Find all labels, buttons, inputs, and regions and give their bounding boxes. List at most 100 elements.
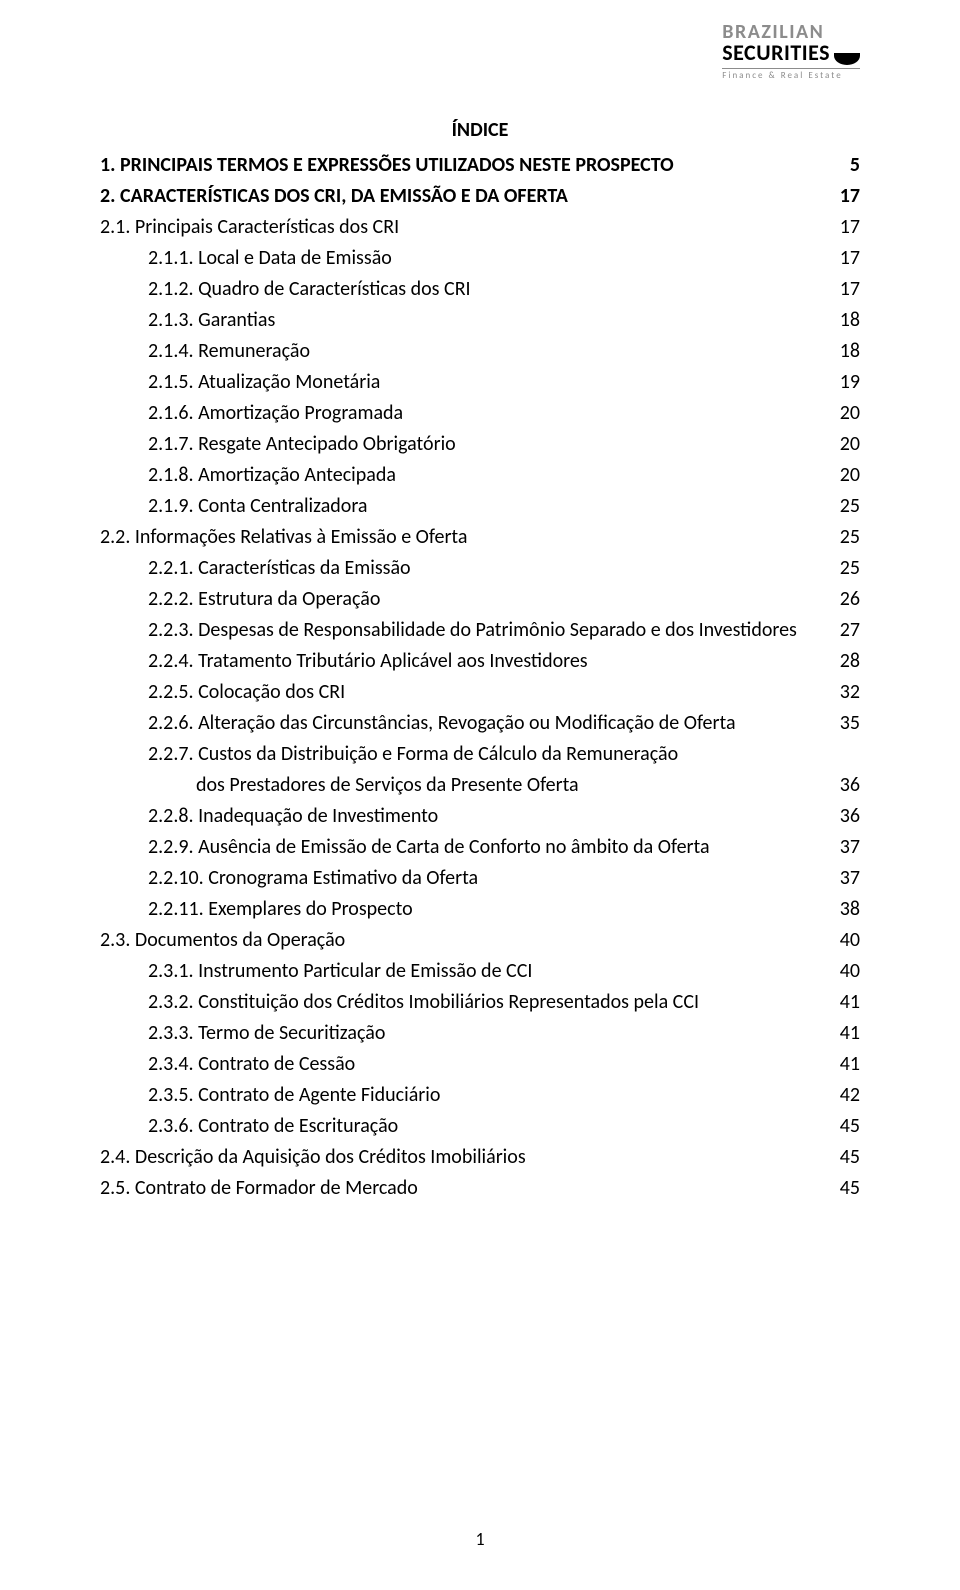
toc-row: 2.1.3. Garantias 18 — [100, 305, 860, 336]
toc-page-number: 27 — [826, 615, 860, 646]
toc-row: 2.2.11. Exemplares do Prospecto 38 — [100, 894, 860, 925]
toc-label: 2.1.7. Resgate Antecipado Obrigatório — [148, 429, 456, 460]
toc-page-number: 19 — [826, 367, 860, 398]
toc-label: 2.3.5. Contrato de Agente Fiduciário — [148, 1080, 440, 1111]
toc-page-number: 36 — [826, 801, 860, 832]
toc-label: 2.3.2. Constituição dos Créditos Imobili… — [148, 987, 699, 1018]
toc-row: 2.2.9. Ausência de Emissão de Carta de C… — [100, 832, 860, 863]
toc-row: 1. PRINCIPAIS TERMOS E EXPRESSÕES UTILIZ… — [100, 150, 860, 181]
toc-label: 2.1.5. Atualização Monetária — [148, 367, 380, 398]
toc-row: 2.1.1. Local e Data de Emissão 17 — [100, 243, 860, 274]
toc-row: 2.2.3. Despesas de Responsabilidade do P… — [100, 615, 860, 646]
toc-page-number: 20 — [826, 398, 860, 429]
toc-label: dos Prestadores de Serviços da Presente … — [196, 770, 579, 801]
toc-label: 1. PRINCIPAIS TERMOS E EXPRESSÕES UTILIZ… — [100, 150, 674, 181]
toc-row: 2.2.2. Estrutura da Operação 26 — [100, 584, 860, 615]
toc-label: 2.2.1. Características da Emissão — [148, 553, 411, 584]
toc-page-number: 5 — [826, 150, 860, 181]
toc-row: 2.2.7. Custos da Distribuição e Forma de… — [100, 739, 860, 770]
toc-row: 2.3.5. Contrato de Agente Fiduciário 42 — [100, 1080, 860, 1111]
toc-page-number: 18 — [826, 336, 860, 367]
toc-row: 2.2.6. Alteração das Circunstâncias, Rev… — [100, 708, 860, 739]
toc-label: 2.2.10. Cronograma Estimativo da Oferta — [148, 863, 478, 894]
toc-page-number: 17 — [826, 274, 860, 305]
toc-label: 2.3.4. Contrato de Cessão — [148, 1049, 355, 1080]
toc-row: 2.1.4. Remuneração 18 — [100, 336, 860, 367]
toc-label: 2.2.2. Estrutura da Operação — [148, 584, 380, 615]
toc-row: 2.1.6. Amortização Programada 20 — [100, 398, 860, 429]
toc-row: 2.2.4. Tratamento Tributário Aplicável a… — [100, 646, 860, 677]
toc-page-number: 25 — [826, 522, 860, 553]
toc-label: 2.1.9. Conta Centralizadora — [148, 491, 367, 522]
toc-page-number: 25 — [826, 553, 860, 584]
toc-page-number: 28 — [826, 646, 860, 677]
toc-row: 2.1.9. Conta Centralizadora 25 — [100, 491, 860, 522]
toc-page-number: 41 — [826, 987, 860, 1018]
toc-row: 2.2.5. Colocação dos CRI 32 — [100, 677, 860, 708]
toc-label: 2.3.6. Contrato de Escrituração — [148, 1111, 398, 1142]
toc-row: 2.1.7. Resgate Antecipado Obrigatório 20 — [100, 429, 860, 460]
toc-label: 2.2.8. Inadequação de Investimento — [148, 801, 438, 832]
toc-page-number: 41 — [826, 1018, 860, 1049]
toc-label: 2.1.2. Quadro de Características dos CRI — [148, 274, 471, 305]
toc-label: 2.3.1. Instrumento Particular de Emissão… — [148, 956, 532, 987]
toc-row: 2.3.2. Constituição dos Créditos Imobili… — [100, 987, 860, 1018]
toc-page-number: 25 — [826, 491, 860, 522]
toc-row: 2.1. Principais Características dos CRI 1… — [100, 212, 860, 243]
toc-page-number: 38 — [826, 894, 860, 925]
toc-page-number: 18 — [826, 305, 860, 336]
toc-label: 2.1. Principais Características dos CRI — [100, 212, 399, 243]
toc-label: 2.5. Contrato de Formador de Mercado — [100, 1173, 418, 1204]
toc-label: 2.2.4. Tratamento Tributário Aplicável a… — [148, 646, 588, 677]
toc-page-number: 17 — [826, 243, 860, 274]
toc-row: 2.4. Descrição da Aquisição dos Créditos… — [100, 1142, 860, 1173]
toc-row: 2.3.3. Termo de Securitização 41 — [100, 1018, 860, 1049]
toc-row: 2. CARACTERÍSTICAS DOS CRI, DA EMISSÃO E… — [100, 181, 860, 212]
toc-label: 2.2.9. Ausência de Emissão de Carta de C… — [148, 832, 710, 863]
toc-page-number: 37 — [826, 832, 860, 863]
toc-row: 2.1.8. Amortização Antecipada 20 — [100, 460, 860, 491]
toc-page-number: 20 — [826, 460, 860, 491]
logo-line-2: SECURITIES — [722, 41, 860, 64]
toc-label: 2.2.6. Alteração das Circunstâncias, Rev… — [148, 708, 736, 739]
toc-label: 2.1.8. Amortização Antecipada — [148, 460, 396, 491]
toc-label: 2.2.5. Colocação dos CRI — [148, 677, 345, 708]
toc-row: 2.1.2. Quadro de Características dos CRI… — [100, 274, 860, 305]
toc-row: 2.3.4. Contrato de Cessão 41 — [100, 1049, 860, 1080]
toc-page-number: 45 — [826, 1111, 860, 1142]
toc-label: 2. CARACTERÍSTICAS DOS CRI, DA EMISSÃO E… — [100, 181, 568, 212]
toc-label: 2.1.6. Amortização Programada — [148, 398, 403, 429]
toc-label: 2.3.3. Termo de Securitização — [148, 1018, 385, 1049]
toc-row: 2.2.8. Inadequação de Investimento 36 — [100, 801, 860, 832]
toc-page-number: 40 — [826, 956, 860, 987]
toc-page-number: 26 — [826, 584, 860, 615]
toc-page-number: 36 — [826, 770, 860, 801]
toc-page-number: 42 — [826, 1080, 860, 1111]
toc-label: 2.2.3. Despesas de Responsabilidade do P… — [148, 615, 797, 646]
toc-row: 2.2. Informações Relativas à Emissão e O… — [100, 522, 860, 553]
toc-row: dos Prestadores de Serviços da Presente … — [100, 770, 860, 801]
toc-page-number: 40 — [826, 925, 860, 956]
toc-row: 2.3. Documentos da Operação 40 — [100, 925, 860, 956]
toc-row: 2.2.10. Cronograma Estimativo da Oferta 3… — [100, 863, 860, 894]
toc-label: 2.1.3. Garantias — [148, 305, 275, 336]
company-logo: BRAZILIAN SECURITIES Finance & Real Esta… — [722, 22, 860, 81]
document-page: BRAZILIAN SECURITIES Finance & Real Esta… — [0, 0, 960, 1590]
toc-page-number: 37 — [826, 863, 860, 894]
toc-label: 2.1.1. Local e Data de Emissão — [148, 243, 392, 274]
toc-row: 2.1.5. Atualização Monetária 19 — [100, 367, 860, 398]
toc-page-number: 20 — [826, 429, 860, 460]
footer-page-number: 1 — [0, 1528, 960, 1550]
toc-page-number: 41 — [826, 1049, 860, 1080]
toc-page-number: 35 — [826, 708, 860, 739]
toc-row: 2.5. Contrato de Formador de Mercado 45 — [100, 1173, 860, 1204]
toc-page-number: 32 — [826, 677, 860, 708]
toc-label: 2.1.4. Remuneração — [148, 336, 310, 367]
toc-page-number: 45 — [826, 1142, 860, 1173]
toc-label: 2.3. Documentos da Operação — [100, 925, 345, 956]
toc-page-number: 17 — [826, 212, 860, 243]
toc-label: 2.2.11. Exemplares do Prospecto — [148, 894, 413, 925]
toc-page-number: 45 — [826, 1173, 860, 1204]
logo-line-3: Finance & Real Estate — [722, 68, 860, 80]
toc-label: 2.2.7. Custos da Distribuição e Forma de… — [148, 739, 678, 770]
